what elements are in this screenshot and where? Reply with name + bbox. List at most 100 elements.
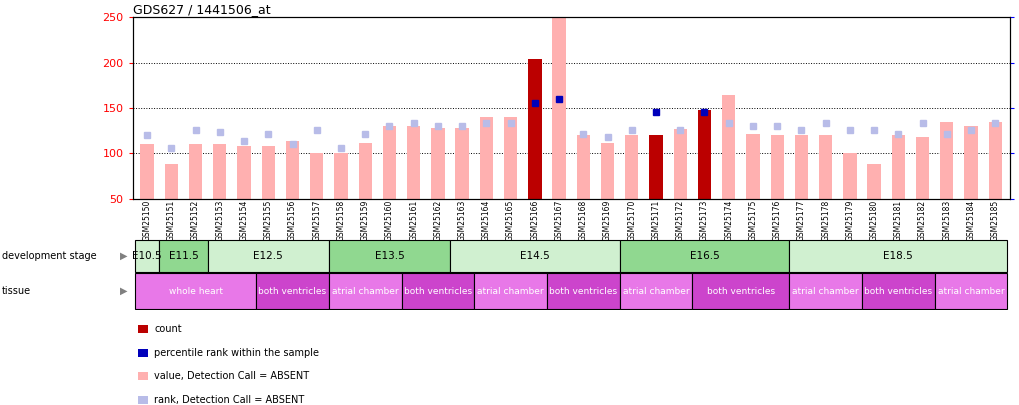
Text: GSM25182: GSM25182 [917, 200, 926, 241]
Text: tissue: tissue [2, 286, 32, 296]
Text: atrial chamber: atrial chamber [622, 287, 689, 296]
Text: atrial chamber: atrial chamber [792, 287, 858, 296]
Bar [789, 240, 1007, 272]
Text: GDS627 / 1441506_at: GDS627 / 1441506_at [132, 3, 270, 16]
Bar [963, 126, 977, 199]
Text: GSM25185: GSM25185 [989, 200, 999, 241]
Text: GSM25157: GSM25157 [312, 200, 321, 241]
Text: GSM25179: GSM25179 [845, 200, 854, 241]
Text: GSM25156: GSM25156 [287, 200, 297, 241]
Bar [189, 145, 202, 199]
Text: count: count [154, 324, 181, 334]
Bar [262, 146, 275, 199]
Text: both ventricles: both ventricles [548, 287, 616, 296]
Bar [213, 145, 226, 199]
Text: GSM25166: GSM25166 [530, 200, 539, 241]
Text: both ventricles: both ventricles [404, 287, 472, 296]
Bar [915, 137, 928, 199]
Bar [164, 164, 178, 199]
Bar [285, 141, 299, 199]
Text: GSM25167: GSM25167 [554, 200, 564, 241]
Bar [692, 273, 789, 309]
Bar [933, 273, 1007, 309]
Bar [940, 122, 953, 199]
Text: GSM25152: GSM25152 [191, 200, 200, 241]
Text: GSM25161: GSM25161 [409, 200, 418, 241]
Bar [649, 135, 662, 199]
Bar [987, 122, 1001, 199]
Text: GSM25178: GSM25178 [820, 200, 829, 241]
Text: E10.5: E10.5 [132, 251, 162, 261]
Bar [141, 145, 154, 199]
Bar [576, 135, 589, 199]
Text: both ventricles: both ventricles [258, 287, 326, 296]
Bar [746, 134, 759, 199]
Bar [789, 273, 861, 309]
Bar [503, 117, 517, 199]
Text: GSM25184: GSM25184 [966, 200, 974, 241]
Bar [401, 273, 474, 309]
Bar [310, 153, 323, 199]
Bar [208, 240, 328, 272]
Text: both ventricles: both ventricles [706, 287, 774, 296]
Text: GSM25162: GSM25162 [433, 200, 442, 241]
Text: both ventricles: both ventricles [863, 287, 931, 296]
Bar [359, 143, 372, 199]
Bar [769, 135, 783, 199]
Text: ▶: ▶ [120, 251, 127, 261]
Text: GSM25174: GSM25174 [723, 200, 733, 241]
Bar [474, 273, 546, 309]
Text: GSM25180: GSM25180 [869, 200, 877, 241]
Text: GSM25171: GSM25171 [651, 200, 660, 241]
Text: E16.5: E16.5 [689, 251, 718, 261]
Bar [818, 135, 832, 199]
Bar [552, 17, 566, 199]
Bar [620, 240, 789, 272]
Text: E14.5: E14.5 [520, 251, 549, 261]
Bar [697, 110, 710, 199]
Text: GSM25150: GSM25150 [143, 200, 152, 241]
Text: GSM25165: GSM25165 [505, 200, 515, 241]
Text: GSM25183: GSM25183 [942, 200, 951, 241]
Text: GSM25151: GSM25151 [167, 200, 175, 241]
Text: GSM25154: GSM25154 [239, 200, 249, 241]
Text: GSM25158: GSM25158 [336, 200, 345, 241]
Text: GSM25177: GSM25177 [796, 200, 805, 241]
Bar [135, 273, 256, 309]
Bar [135, 240, 159, 272]
Text: GSM25164: GSM25164 [481, 200, 490, 241]
Text: GSM25175: GSM25175 [748, 200, 757, 241]
Bar [328, 240, 449, 272]
Text: GSM25173: GSM25173 [699, 200, 708, 241]
Text: GSM25163: GSM25163 [458, 200, 467, 241]
Bar [479, 117, 492, 199]
Text: value, Detection Call = ABSENT: value, Detection Call = ABSENT [154, 371, 309, 381]
Bar [620, 273, 692, 309]
Text: atrial chamber: atrial chamber [331, 287, 398, 296]
Text: E13.5: E13.5 [374, 251, 404, 261]
Bar [334, 153, 347, 199]
Text: E11.5: E11.5 [168, 251, 198, 261]
Bar [431, 128, 444, 199]
Bar [721, 94, 735, 199]
Text: E12.5: E12.5 [253, 251, 283, 261]
Bar [843, 153, 856, 199]
Bar [407, 126, 420, 199]
Text: GSM25176: GSM25176 [772, 200, 781, 241]
Bar [237, 146, 251, 199]
Bar [546, 273, 620, 309]
Bar [455, 128, 469, 199]
Text: rank, Detection Call = ABSENT: rank, Detection Call = ABSENT [154, 395, 304, 405]
Text: GSM25181: GSM25181 [893, 200, 902, 241]
Bar [528, 59, 541, 199]
Bar [625, 135, 638, 199]
Text: percentile rank within the sample: percentile rank within the sample [154, 348, 319, 358]
Bar [861, 273, 933, 309]
Bar [449, 240, 620, 272]
Text: GSM25172: GSM25172 [675, 200, 684, 241]
Text: GSM25170: GSM25170 [627, 200, 636, 241]
Text: GSM25159: GSM25159 [361, 200, 369, 241]
Bar [891, 135, 904, 199]
Text: ▶: ▶ [120, 286, 127, 296]
Bar [256, 273, 328, 309]
